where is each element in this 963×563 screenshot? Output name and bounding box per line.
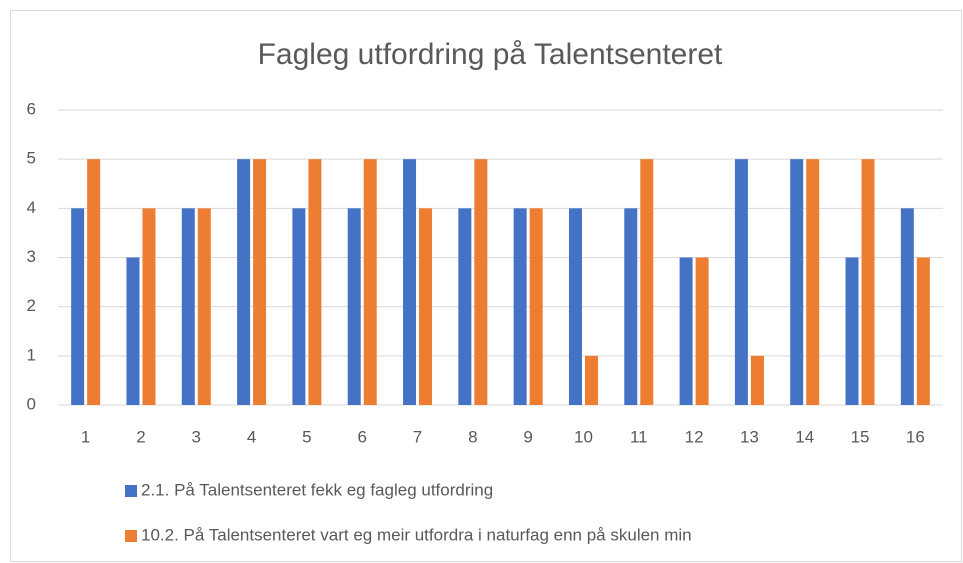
bar <box>197 208 211 405</box>
x-tick-label: 6 <box>357 427 366 446</box>
bar <box>584 355 598 405</box>
y-tick-label: 3 <box>27 247 36 266</box>
bar <box>624 208 638 405</box>
bar <box>292 208 306 405</box>
x-tick-label: 15 <box>851 427 870 446</box>
bar <box>237 159 251 405</box>
y-tick-label: 0 <box>27 394 36 413</box>
bar <box>734 159 748 405</box>
y-tick-label: 2 <box>27 296 36 315</box>
bar <box>806 159 820 405</box>
legend-label: 10.2. På Talentsenteret vart eg meir utf… <box>141 525 692 544</box>
bar <box>403 159 417 405</box>
bar <box>126 257 140 405</box>
x-tick-label: 13 <box>740 427 759 446</box>
x-tick-label: 7 <box>413 427 422 446</box>
x-tick-label: 11 <box>630 427 648 446</box>
bar <box>253 159 267 405</box>
x-tick-label: 3 <box>192 427 201 446</box>
bar <box>679 257 693 405</box>
bar <box>419 208 433 405</box>
bar <box>458 208 472 405</box>
x-tick-label: 16 <box>906 427 925 446</box>
bar <box>695 257 709 405</box>
x-tick-label: 1 <box>81 427 90 446</box>
x-tick-label: 12 <box>685 427 704 446</box>
bar <box>181 208 195 405</box>
bar <box>640 159 654 405</box>
bar <box>363 159 377 405</box>
bar <box>513 208 527 405</box>
bar <box>71 208 85 405</box>
legend-swatch <box>125 530 137 542</box>
y-tick-label: 5 <box>27 149 36 168</box>
bar <box>900 208 914 405</box>
y-tick-label: 1 <box>27 345 36 364</box>
x-tick-label: 8 <box>468 427 477 446</box>
bar <box>861 159 875 405</box>
x-tick-label: 14 <box>795 427 814 446</box>
bar <box>347 208 361 405</box>
y-tick-label: 6 <box>27 99 36 118</box>
bar <box>308 159 322 405</box>
bar <box>529 208 543 405</box>
chart-title: Fagleg utfordring på Talentsenteret <box>258 38 723 71</box>
bar <box>750 355 764 405</box>
bar <box>87 159 101 405</box>
x-tick-label: 4 <box>247 427 256 446</box>
bar <box>916 257 930 405</box>
bar <box>845 257 859 405</box>
x-tick-label: 9 <box>523 427 532 446</box>
legend-swatch <box>125 485 137 497</box>
x-tick-label: 10 <box>574 427 593 446</box>
bar <box>790 159 804 405</box>
bar <box>142 208 156 405</box>
y-tick-label: 4 <box>27 198 36 217</box>
bar <box>568 208 582 405</box>
bar <box>474 159 488 405</box>
legend-label: 2.1. På Talentsenteret fekk eg fagleg ut… <box>141 480 493 499</box>
x-tick-label: 2 <box>136 427 145 446</box>
x-tick-label: 5 <box>302 427 311 446</box>
